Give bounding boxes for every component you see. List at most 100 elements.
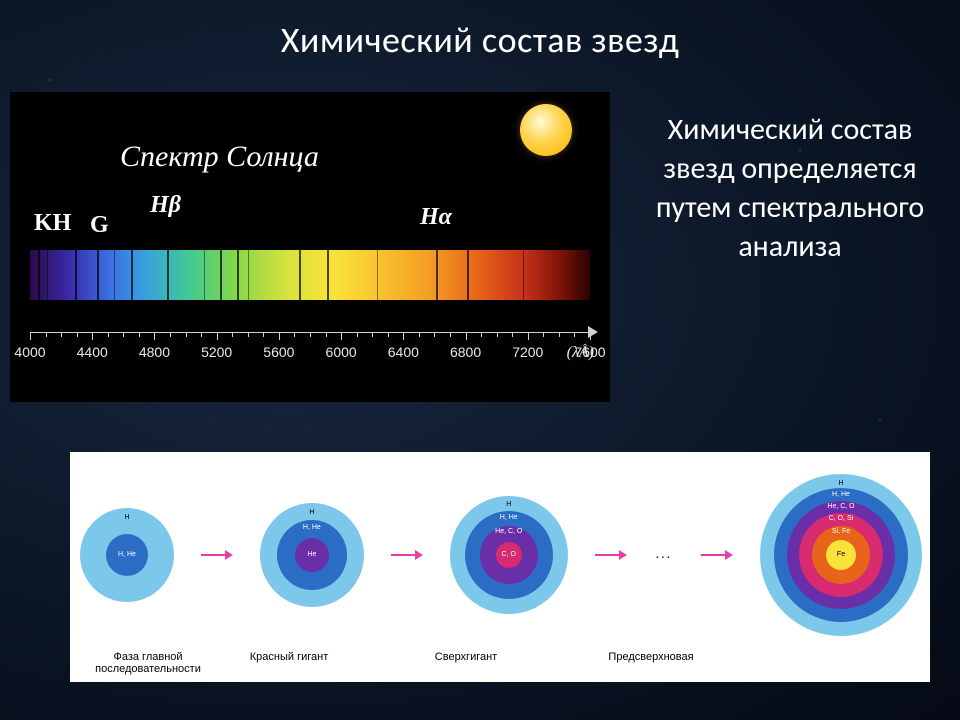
axis-tick-minor [481,332,482,337]
absorption-line [327,250,329,300]
shell-label: H [309,509,314,516]
axis-tick-minor [434,332,435,337]
wavelength-axis: 4000440048005200560060006400680072007600… [30,326,590,376]
absorption-line [248,250,249,300]
absorption-line [467,250,469,300]
axis-tick-minor [77,332,78,337]
axis-tick-minor [46,332,47,337]
axis-tick-label: 5200 [201,344,232,360]
axis-tick-minor [123,332,124,337]
stage-label-supergiant: Сверхгигант [362,651,570,664]
stage-label-main-sequence: Фаза главнойпоследовательности [80,651,216,676]
axis-tick-label: 4800 [139,344,170,360]
axis-tick-major [217,332,218,340]
axis-tick-minor [310,332,311,337]
axis-tick-minor [574,332,575,337]
absorption-line [436,250,438,300]
axis-tick-label: 4400 [77,344,108,360]
axis-tick-label: 6400 [388,344,419,360]
shell-label: H, He [500,514,518,521]
axis-tick-major [279,332,280,340]
axis-tick-minor [419,332,420,337]
arrow-icon [201,550,233,560]
shell-label: C, O [502,551,516,558]
absorption-line [75,250,77,300]
page-title: Химический состав звезд [0,0,960,62]
axis-tick-minor [232,332,233,337]
axis-tick-major [590,332,591,340]
shell-label: H, He [303,524,321,531]
absorption-line [299,250,301,300]
axis-tick-minor [263,332,264,337]
stage-label-red-giant: Красный гигант [216,651,362,664]
axis-tick-minor [326,332,327,337]
axis-tick-minor [357,332,358,337]
spectrum-bar [30,250,590,300]
axis-tick-label: 5600 [263,344,294,360]
shell-label: He [307,551,316,558]
absorption-line [131,250,133,300]
axis-tick-major [92,332,93,340]
axis-tick-minor [372,332,373,337]
axis-unit: (λÅ) [567,344,594,362]
axis-tick-label: 6800 [450,344,481,360]
shell-label: H [506,501,511,508]
axis-tick-label: 4000 [14,344,45,360]
absorption-line [114,250,115,300]
axis-tick-minor [170,332,171,337]
axis-tick-minor [139,332,140,337]
absorption-line [38,250,40,300]
ellipsis: ... [654,547,675,563]
evolution-panel: H H, He H H, He He H H, He He, C, O C, O... H H, H… [70,452,930,682]
absorption-line [97,250,99,300]
axis-tick-minor [559,332,560,337]
shell-label: Si, Fe [832,528,850,535]
shell-label: H, He [832,491,850,498]
absorption-line [237,250,239,300]
star-stage-red-giant: H H, He He [260,503,364,607]
shell-label: C, O, Si [829,515,854,522]
axis-tick-minor [108,332,109,337]
stage-label-pre-supernova: Предсверхновая [570,651,732,664]
axis-tick-major [466,332,467,340]
absorption-line [47,250,48,300]
axis-tick-minor [294,332,295,337]
shell-label: H, He [118,551,136,558]
spectral-line-label: Hα [420,204,452,231]
axis-tick-major [341,332,342,340]
shell-label: He, C, O [495,528,522,535]
axis-tick-minor [543,332,544,337]
spectral-line-label: Hβ [150,192,181,219]
star-stage-supergiant: H H, He He, C, O C, O [450,496,568,614]
shell-label: H [124,514,129,521]
shell-label: Fe [837,551,845,558]
spectral-line-label: G [90,212,109,239]
axis-tick-major [154,332,155,340]
absorption-line [220,250,222,300]
absorption-line [167,250,169,300]
shell-label: H [838,480,843,487]
axis-tick-major [403,332,404,340]
axis-tick-minor [512,332,513,337]
spectral-line-label: KH [34,210,71,237]
axis-tick-minor [61,332,62,337]
description-text: Химический состав звезд определяется пут… [640,110,940,266]
axis-tick-label: 6000 [326,344,357,360]
absorption-line [204,250,205,300]
axis-tick-minor [388,332,389,337]
star-stage-main-sequence: H H, He [80,508,174,602]
arrow-icon [391,550,423,560]
star-stage-pre-supernova: H H, He He, C, O C, O, Si Si, Fe Fe [760,474,922,636]
shell-label: He, C, O [827,503,854,510]
axis-tick-minor [450,332,451,337]
axis-tick-label: 7200 [512,344,543,360]
axis-tick-major [30,332,31,340]
axis-tick-major [528,332,529,340]
absorption-line [523,250,524,300]
axis-tick-minor [248,332,249,337]
spectrum-title: Спектр Солнца [120,140,319,174]
spectrum-panel: Спектр Солнца KH G Hβ Hα 4000 4400 4800 5200 56… [10,92,610,402]
sun-icon [520,104,572,156]
axis-tick-minor [497,332,498,337]
arrow-icon [701,550,733,560]
